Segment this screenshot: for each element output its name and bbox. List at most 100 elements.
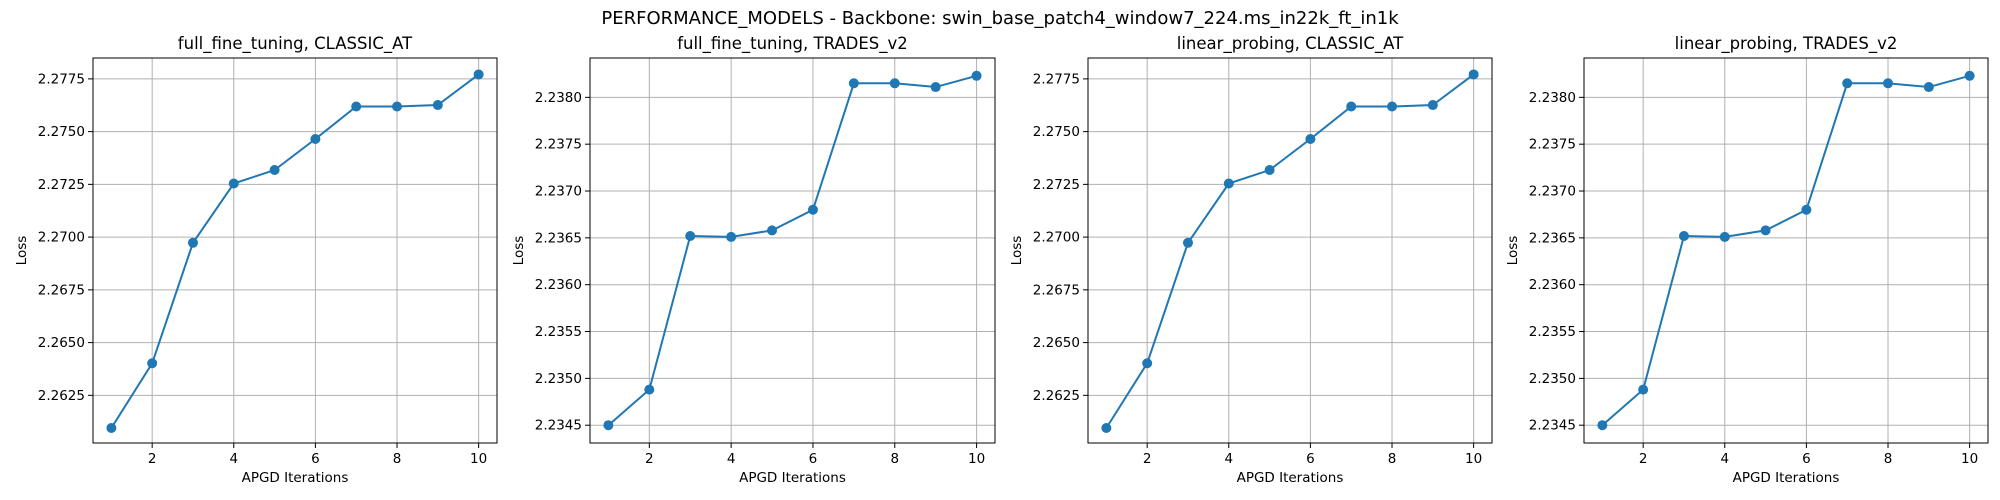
data-point [1346, 101, 1357, 112]
y-tick-label: 2.2350 [1529, 371, 1576, 387]
subplot-4: 2 4 6 8 10 2.2345 2.2350 2.2355 2.2360 2.2365 2.23… [1505, 34, 1989, 486]
y-tick-label: 2.2360 [535, 277, 582, 293]
data-point [1964, 70, 1975, 81]
figure-suptitle: PERFORMANCE_MODELS - Backbone: swin_base… [601, 8, 1399, 29]
data-point [1223, 178, 1234, 189]
data-point [1760, 225, 1771, 236]
x-axis-label: APGD Iterations [1733, 470, 1840, 486]
data-point [1182, 237, 1193, 248]
y-axis-label: Loss [14, 236, 30, 266]
y-tick-label: 2.2345 [1529, 418, 1576, 434]
data-point [473, 69, 484, 80]
x-tick-label: 6 [809, 451, 818, 467]
x-tick-label: 2 [645, 451, 654, 467]
data-point [1468, 69, 1479, 80]
data-point [1923, 82, 1934, 93]
data-point [392, 101, 403, 112]
x-axis-label: APGD Iterations [739, 470, 846, 486]
data-point [767, 225, 778, 236]
data-point [848, 78, 859, 89]
y-tick-label: 2.2750 [38, 124, 85, 140]
data-point [228, 178, 239, 189]
subplots: 2 4 6 8 10 2.2625 2.2650 2.2675 2.2700 2.2725 2.27… [14, 34, 1989, 486]
series-line [1601, 74, 1970, 426]
subplot-title: linear_probing, CLASSIC_AT [1177, 34, 1404, 54]
x-tick-label: 6 [1306, 451, 1315, 467]
x-tick-label: 4 [229, 451, 238, 467]
x-tick-label: 4 [1720, 451, 1729, 467]
y-tick-label: 2.2750 [1033, 124, 1080, 140]
x-tick-label: 8 [1388, 451, 1397, 467]
x-tick-label: 10 [470, 451, 487, 467]
data-point [351, 101, 362, 112]
data-point [1387, 101, 1398, 112]
x-axis-label: APGD Iterations [242, 470, 349, 486]
data-point [1719, 231, 1730, 242]
data-point [310, 134, 321, 145]
x-tick-label: 2 [1639, 451, 1648, 467]
data-point [603, 420, 614, 431]
y-tick-label: 2.2725 [1033, 177, 1080, 193]
data-point [1883, 78, 1894, 89]
subplot-2: 2 4 6 8 10 2.2345 2.2350 2.2355 2.2360 2.2365 2.23… [511, 34, 996, 486]
data-point [971, 70, 982, 81]
x-tick-label: 10 [1961, 451, 1978, 467]
data-point [889, 78, 900, 89]
data-point [1427, 100, 1438, 111]
series-line [110, 73, 480, 429]
plot-frame [1087, 57, 1493, 444]
x-tick-label: 6 [1802, 451, 1811, 467]
subplot-title: full_fine_tuning, CLASSIC_AT [178, 34, 413, 54]
plot-frame [1583, 57, 1989, 444]
y-tick-label: 2.2675 [1033, 282, 1080, 298]
data-point [1101, 423, 1112, 434]
x-tick-label: 2 [148, 451, 157, 467]
y-axis-label: Loss [511, 236, 527, 266]
y-tick-label: 2.2650 [38, 335, 85, 351]
y-tick-label: 2.2365 [535, 230, 582, 246]
data-point [187, 237, 198, 248]
data-point [930, 82, 941, 93]
y-tick-label: 2.2380 [1529, 90, 1576, 106]
y-tick-label: 2.2345 [535, 418, 582, 434]
series-line [1105, 73, 1475, 429]
data-point [1142, 358, 1153, 369]
data-point [1638, 384, 1649, 395]
y-tick-label: 2.2650 [1033, 335, 1080, 351]
y-tick-label: 2.2365 [1529, 230, 1576, 246]
data-point [269, 165, 280, 176]
y-tick-label: 2.2625 [38, 388, 85, 404]
data-point [644, 384, 655, 395]
y-tick-label: 2.2625 [1033, 388, 1080, 404]
x-tick-label: 10 [968, 451, 985, 467]
x-tick-label: 4 [727, 451, 736, 467]
data-point [1678, 230, 1689, 241]
y-tick-label: 2.2380 [535, 90, 582, 106]
x-tick-label: 2 [1143, 451, 1152, 467]
y-tick-label: 2.2775 [1033, 71, 1080, 87]
data-point [1801, 204, 1812, 215]
data-point [807, 204, 818, 215]
data-point [432, 100, 443, 111]
y-tick-label: 2.2375 [1529, 137, 1576, 153]
x-axis-label: APGD Iterations [1237, 470, 1344, 486]
y-tick-label: 2.2700 [38, 230, 85, 246]
data-point [1264, 165, 1275, 176]
y-tick-label: 2.2375 [535, 137, 582, 153]
data-point [147, 358, 158, 369]
data-point [726, 231, 737, 242]
subplot-title: full_fine_tuning, TRADES_v2 [677, 34, 908, 54]
y-tick-label: 2.2775 [38, 71, 85, 87]
y-tick-label: 2.2360 [1529, 277, 1576, 293]
x-tick-label: 8 [890, 451, 899, 467]
data-point [1305, 134, 1316, 145]
plot-frame [92, 57, 498, 444]
data-point [1842, 78, 1853, 89]
y-tick-label: 2.2700 [1033, 230, 1080, 246]
data-point [1597, 420, 1608, 431]
x-tick-label: 8 [393, 451, 402, 467]
x-tick-label: 10 [1465, 451, 1482, 467]
y-axis-label: Loss [1505, 236, 1521, 266]
subplot-title: linear_probing, TRADES_v2 [1675, 34, 1898, 54]
